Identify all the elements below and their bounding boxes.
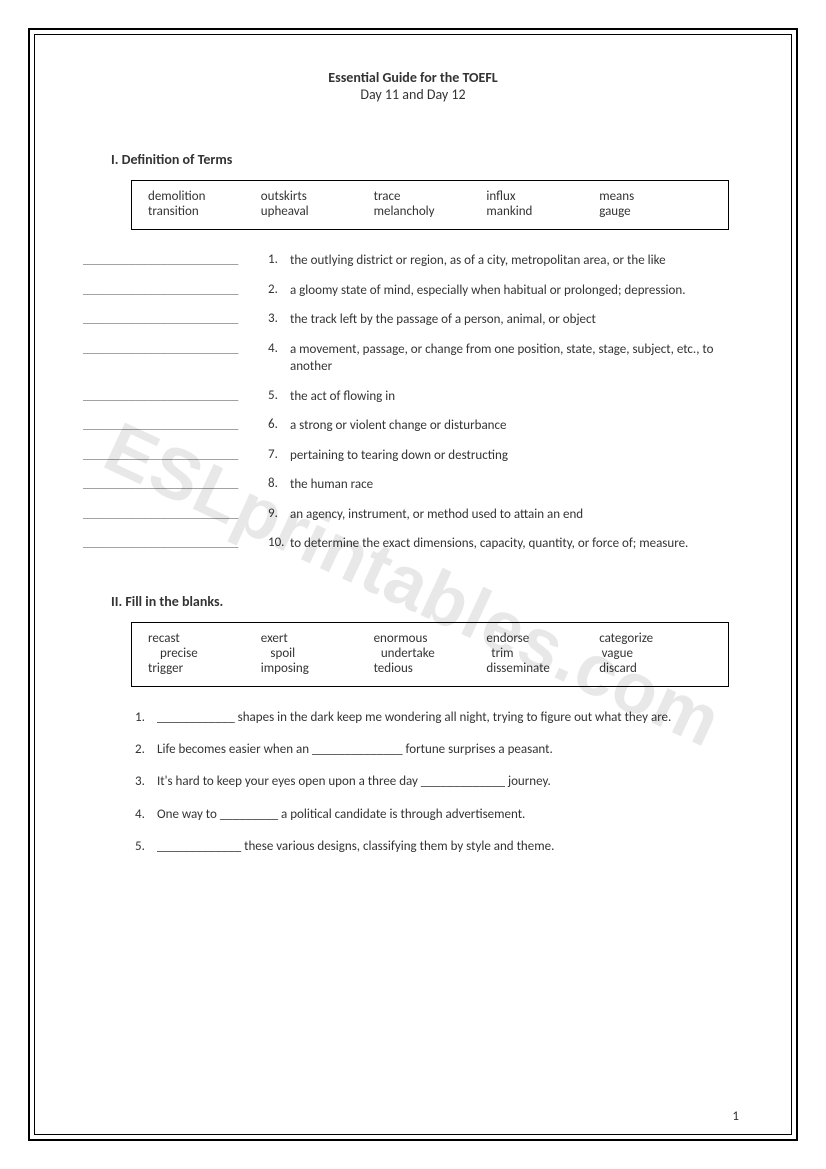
definition-item: ________________________ 1. the outlying… [83, 252, 743, 270]
word: disseminate [486, 661, 599, 676]
definition-text: the human race [290, 476, 743, 494]
word: influx [486, 189, 599, 204]
word: enormous [374, 631, 487, 646]
definition-item: ________________________ 6. a strong or … [83, 417, 743, 435]
fill-blanks-list: 1. ____________ shapes in the dark keep … [135, 709, 743, 856]
definition-item: ________________________ 2. a gloomy sta… [83, 282, 743, 300]
answer-blank[interactable]: ________________________ [83, 282, 268, 297]
definition-text: a strong or violent change or disturbanc… [290, 417, 743, 435]
word: means [599, 189, 712, 204]
word-row: recast exert enormous endorse categorize [142, 631, 718, 646]
word: precise [160, 646, 270, 661]
answer-blank[interactable]: ________________________ [83, 388, 268, 403]
definition-text: the outlying district or region, as of a… [290, 252, 743, 270]
fill-item: 1. ____________ shapes in the dark keep … [135, 709, 743, 727]
word-row: transition upheaval melancholy mankind g… [142, 204, 718, 219]
word-row: trigger imposing tedious disseminate dis… [142, 661, 718, 676]
definition-item: ________________________ 10. to determin… [83, 535, 743, 553]
fill-item: 2. Life becomes easier when an _________… [135, 741, 743, 759]
answer-blank[interactable]: ________________________ [83, 252, 268, 267]
fill-text[interactable]: Life becomes easier when an ____________… [157, 741, 743, 759]
section1-word-box: demolition outskirts trace influx means … [131, 180, 729, 230]
definition-text: pertaining to tearing down or destructin… [290, 447, 743, 465]
item-number: 5. [268, 388, 290, 403]
definition-text: the track left by the passage of a perso… [290, 311, 743, 329]
answer-blank[interactable]: ________________________ [83, 447, 268, 462]
word: demolition [148, 189, 261, 204]
word: undertake [381, 646, 491, 661]
item-number: 1. [135, 709, 157, 727]
word: recast [148, 631, 261, 646]
word: exert [261, 631, 374, 646]
item-number: 8. [268, 476, 290, 491]
item-number: 9. [268, 506, 290, 521]
answer-blank[interactable]: ________________________ [83, 311, 268, 326]
doc-title: Essential Guide for the TOEFL [83, 69, 743, 86]
definition-item: ________________________ 3. the track le… [83, 311, 743, 329]
answer-blank[interactable]: ________________________ [83, 476, 268, 491]
definition-item: ________________________ 8. the human ra… [83, 476, 743, 494]
word: trim [491, 646, 601, 661]
fill-text[interactable]: ____________ shapes in the dark keep me … [157, 709, 743, 727]
answer-blank[interactable]: ________________________ [83, 417, 268, 432]
word: spoil [270, 646, 380, 661]
page-number: 1 [732, 1109, 739, 1124]
answer-blank[interactable]: ________________________ [83, 506, 268, 521]
fill-item: 5. _____________ these various designs, … [135, 838, 743, 856]
definition-item: ________________________ 5. the act of f… [83, 388, 743, 406]
word-row: precise spoil undertake trim vague [142, 646, 718, 661]
definition-item: ________________________ 4. a movement, … [83, 341, 743, 376]
answer-blank[interactable]: ________________________ [83, 535, 268, 550]
fill-text[interactable]: _____________ these various designs, cla… [157, 838, 743, 856]
word: categorize [599, 631, 712, 646]
item-number: 5. [135, 838, 157, 856]
item-number: 3. [268, 311, 290, 326]
item-number: 10. [268, 535, 290, 550]
word: endorse [486, 631, 599, 646]
word: vague [602, 646, 712, 661]
section2-word-box: recast exert enormous endorse categorize… [131, 622, 729, 687]
fill-text[interactable]: It's hard to keep your eyes open upon a … [157, 773, 743, 791]
word: discard [599, 661, 712, 676]
word: gauge [599, 204, 712, 219]
word: outskirts [261, 189, 374, 204]
word-row: demolition outskirts trace influx means [142, 189, 718, 204]
item-number: 1. [268, 252, 290, 267]
item-number: 4. [268, 341, 290, 356]
item-number: 4. [135, 806, 157, 824]
section1-heading: I. Definition of Terms [111, 151, 743, 168]
section2-heading: II. Fill in the blanks. [111, 593, 743, 610]
item-number: 3. [135, 773, 157, 791]
word: transition [148, 204, 261, 219]
definition-text: an agency, instrument, or method used to… [290, 506, 743, 524]
definition-item: ________________________ 7. pertaining t… [83, 447, 743, 465]
item-number: 2. [268, 282, 290, 297]
item-number: 2. [135, 741, 157, 759]
definition-list: ________________________ 1. the outlying… [83, 252, 743, 553]
definition-text: to determine the exact dimensions, capac… [290, 535, 743, 553]
word: trace [374, 189, 487, 204]
fill-item: 3. It's hard to keep your eyes open upon… [135, 773, 743, 791]
item-number: 6. [268, 417, 290, 432]
definition-text: the act of flowing in [290, 388, 743, 406]
word: melancholy [374, 204, 487, 219]
answer-blank[interactable]: ________________________ [83, 341, 268, 356]
word: mankind [486, 204, 599, 219]
fill-item: 4. One way to _________ a political cand… [135, 806, 743, 824]
page-content: Essential Guide for the TOEFL Day 11 and… [34, 34, 792, 1135]
word: trigger [148, 661, 261, 676]
definition-item: ________________________ 9. an agency, i… [83, 506, 743, 524]
definition-text: a movement, passage, or change from one … [290, 341, 743, 376]
word: tedious [374, 661, 487, 676]
doc-subtitle: Day 11 and Day 12 [83, 86, 743, 103]
word: upheaval [261, 204, 374, 219]
word: imposing [261, 661, 374, 676]
item-number: 7. [268, 447, 290, 462]
definition-text: a gloomy state of mind, especially when … [290, 282, 743, 300]
fill-text[interactable]: One way to _________ a political candida… [157, 806, 743, 824]
